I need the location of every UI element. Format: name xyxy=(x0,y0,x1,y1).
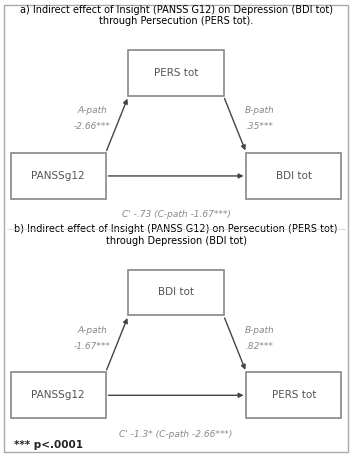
Text: C' -1.3* (C-path -2.66***): C' -1.3* (C-path -2.66***) xyxy=(119,430,233,439)
Text: .82***: .82*** xyxy=(246,342,274,351)
Text: b) Indirect effect of Insight (PANSS G12) on Persecution (PERS tot)
through Depr: b) Indirect effect of Insight (PANSS G12… xyxy=(14,224,338,245)
FancyBboxPatch shape xyxy=(11,153,106,199)
Text: B-path: B-path xyxy=(245,326,275,335)
Text: BDI tot: BDI tot xyxy=(276,171,312,181)
Text: a) Indirect effect of Insight (PANSS G12) on Depression (BDI tot)
through Persec: a) Indirect effect of Insight (PANSS G12… xyxy=(19,5,333,26)
FancyBboxPatch shape xyxy=(246,153,341,199)
Text: -2.66***: -2.66*** xyxy=(74,122,111,131)
Text: PERS tot: PERS tot xyxy=(272,390,316,400)
Text: *** p<.0001: *** p<.0001 xyxy=(14,440,83,450)
FancyBboxPatch shape xyxy=(128,270,224,315)
FancyBboxPatch shape xyxy=(246,372,341,418)
Text: PANSSg12: PANSSg12 xyxy=(31,171,85,181)
Text: PANSSg12: PANSSg12 xyxy=(31,390,85,400)
Text: -1.67***: -1.67*** xyxy=(74,342,111,351)
Text: PERS tot: PERS tot xyxy=(154,68,198,78)
Text: BDI tot: BDI tot xyxy=(158,287,194,298)
FancyBboxPatch shape xyxy=(11,372,106,418)
Text: C' -.73 (C-path -1.67***): C' -.73 (C-path -1.67***) xyxy=(121,210,231,219)
FancyBboxPatch shape xyxy=(128,50,224,96)
Text: A-path: A-path xyxy=(77,106,107,115)
Text: .35***: .35*** xyxy=(246,122,274,131)
Text: A-path: A-path xyxy=(77,326,107,335)
Text: B-path: B-path xyxy=(245,106,275,115)
